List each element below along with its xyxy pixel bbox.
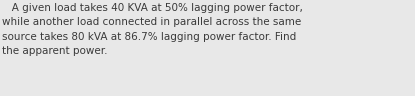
- Text: A given load takes 40 KVA at 50% lagging power factor,
while another load connec: A given load takes 40 KVA at 50% lagging…: [2, 3, 303, 56]
